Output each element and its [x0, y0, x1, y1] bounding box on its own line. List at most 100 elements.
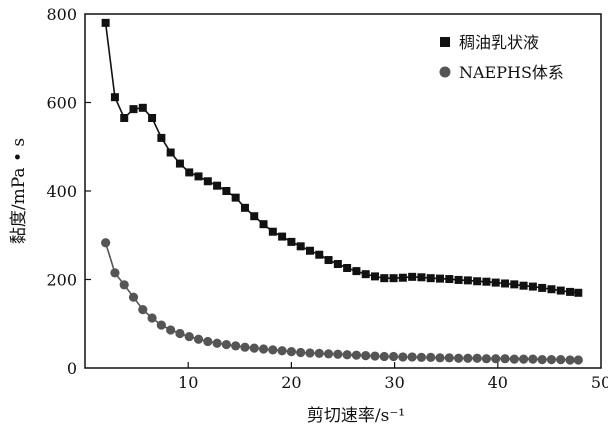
data-point [175, 159, 184, 168]
y-tick-label: 0 [67, 359, 77, 378]
data-point [361, 270, 370, 279]
data-point [573, 355, 583, 365]
data-point [538, 283, 547, 292]
x-axis-title: 剪切速率/s⁻¹ [307, 406, 405, 426]
data-point [157, 133, 166, 142]
data-point [453, 353, 464, 363]
data-point [472, 353, 482, 363]
data-point [240, 203, 249, 212]
data-point [454, 275, 463, 284]
data-point [222, 187, 231, 195]
data-point [528, 354, 538, 364]
data-point [185, 168, 194, 177]
data-point [565, 355, 575, 365]
data-point [147, 313, 157, 323]
data-point [473, 277, 482, 286]
data-point [417, 273, 426, 282]
y-tick-label: 800 [46, 5, 77, 24]
data-point [175, 328, 185, 339]
data-point [315, 250, 324, 259]
data-point [445, 275, 454, 284]
data-point [500, 354, 510, 364]
data-point [389, 274, 398, 283]
x-tick-label: 20 [281, 373, 301, 392]
series-2 [101, 238, 583, 365]
legend: 稠油乳状液 NAEPHS体系 [439, 33, 564, 82]
data-point [379, 351, 389, 362]
data-point [120, 113, 129, 122]
x-tick-label: 50 [591, 373, 608, 392]
data-point [277, 346, 287, 356]
data-point [407, 352, 417, 362]
x-tick-label: 10 [178, 373, 198, 392]
data-point [268, 227, 277, 236]
data-point [343, 263, 352, 272]
data-point [435, 353, 445, 363]
data-point [324, 256, 333, 265]
data-point [212, 338, 222, 348]
data-point [250, 212, 259, 221]
y-tick-label: 400 [46, 182, 77, 201]
series-layer [101, 18, 583, 365]
data-point [268, 345, 278, 355]
data-point [305, 348, 315, 358]
data-point [416, 352, 427, 362]
data-point [351, 350, 362, 360]
data-point [296, 242, 305, 251]
data-point [184, 331, 194, 342]
data-point [491, 354, 501, 364]
data-point [203, 336, 213, 347]
series-1 [101, 18, 583, 297]
legend-label: 稠油乳状液 [459, 33, 539, 52]
data-point [519, 354, 529, 364]
data-point [556, 286, 565, 295]
series-line [104, 242, 579, 361]
data-point [398, 273, 407, 282]
data-point [333, 260, 342, 269]
data-point [166, 148, 175, 157]
data-point [203, 177, 212, 186]
data-point [333, 349, 343, 359]
data-point [101, 238, 111, 248]
data-point [138, 304, 148, 315]
x-tick-label: 40 [488, 373, 508, 392]
data-point [463, 276, 472, 285]
data-point [388, 351, 399, 362]
data-point [398, 352, 408, 362]
legend-label: NAEPHS体系 [459, 63, 564, 82]
data-point [323, 349, 334, 359]
data-point [556, 354, 566, 365]
data-point [138, 103, 147, 112]
legend-marker [439, 66, 451, 78]
data-point [361, 351, 371, 361]
data-point [537, 354, 547, 365]
data-point [509, 354, 519, 364]
data-point [426, 352, 436, 362]
data-point [231, 193, 240, 202]
data-point [546, 354, 557, 365]
data-point [193, 334, 204, 344]
data-point [528, 282, 537, 291]
data-point [231, 341, 241, 351]
data-point [408, 272, 417, 281]
x-tick-label: 30 [384, 373, 404, 392]
data-point [491, 278, 500, 287]
data-point [119, 280, 129, 290]
axis-ticks: 0 200 400 600 800 10 20 30 40 50 [46, 5, 608, 392]
data-point [482, 277, 491, 286]
data-point [296, 347, 306, 358]
data-point [258, 344, 269, 354]
data-point [259, 220, 268, 229]
data-point [436, 274, 445, 283]
data-point [380, 274, 389, 283]
data-point [352, 267, 361, 276]
data-point [221, 339, 231, 350]
data-point [249, 343, 259, 353]
data-point [426, 274, 435, 283]
data-point [101, 18, 110, 27]
data-point [240, 342, 250, 352]
y-tick-label: 200 [46, 271, 77, 290]
data-point [305, 246, 314, 255]
y-tick-label: 600 [46, 94, 77, 113]
